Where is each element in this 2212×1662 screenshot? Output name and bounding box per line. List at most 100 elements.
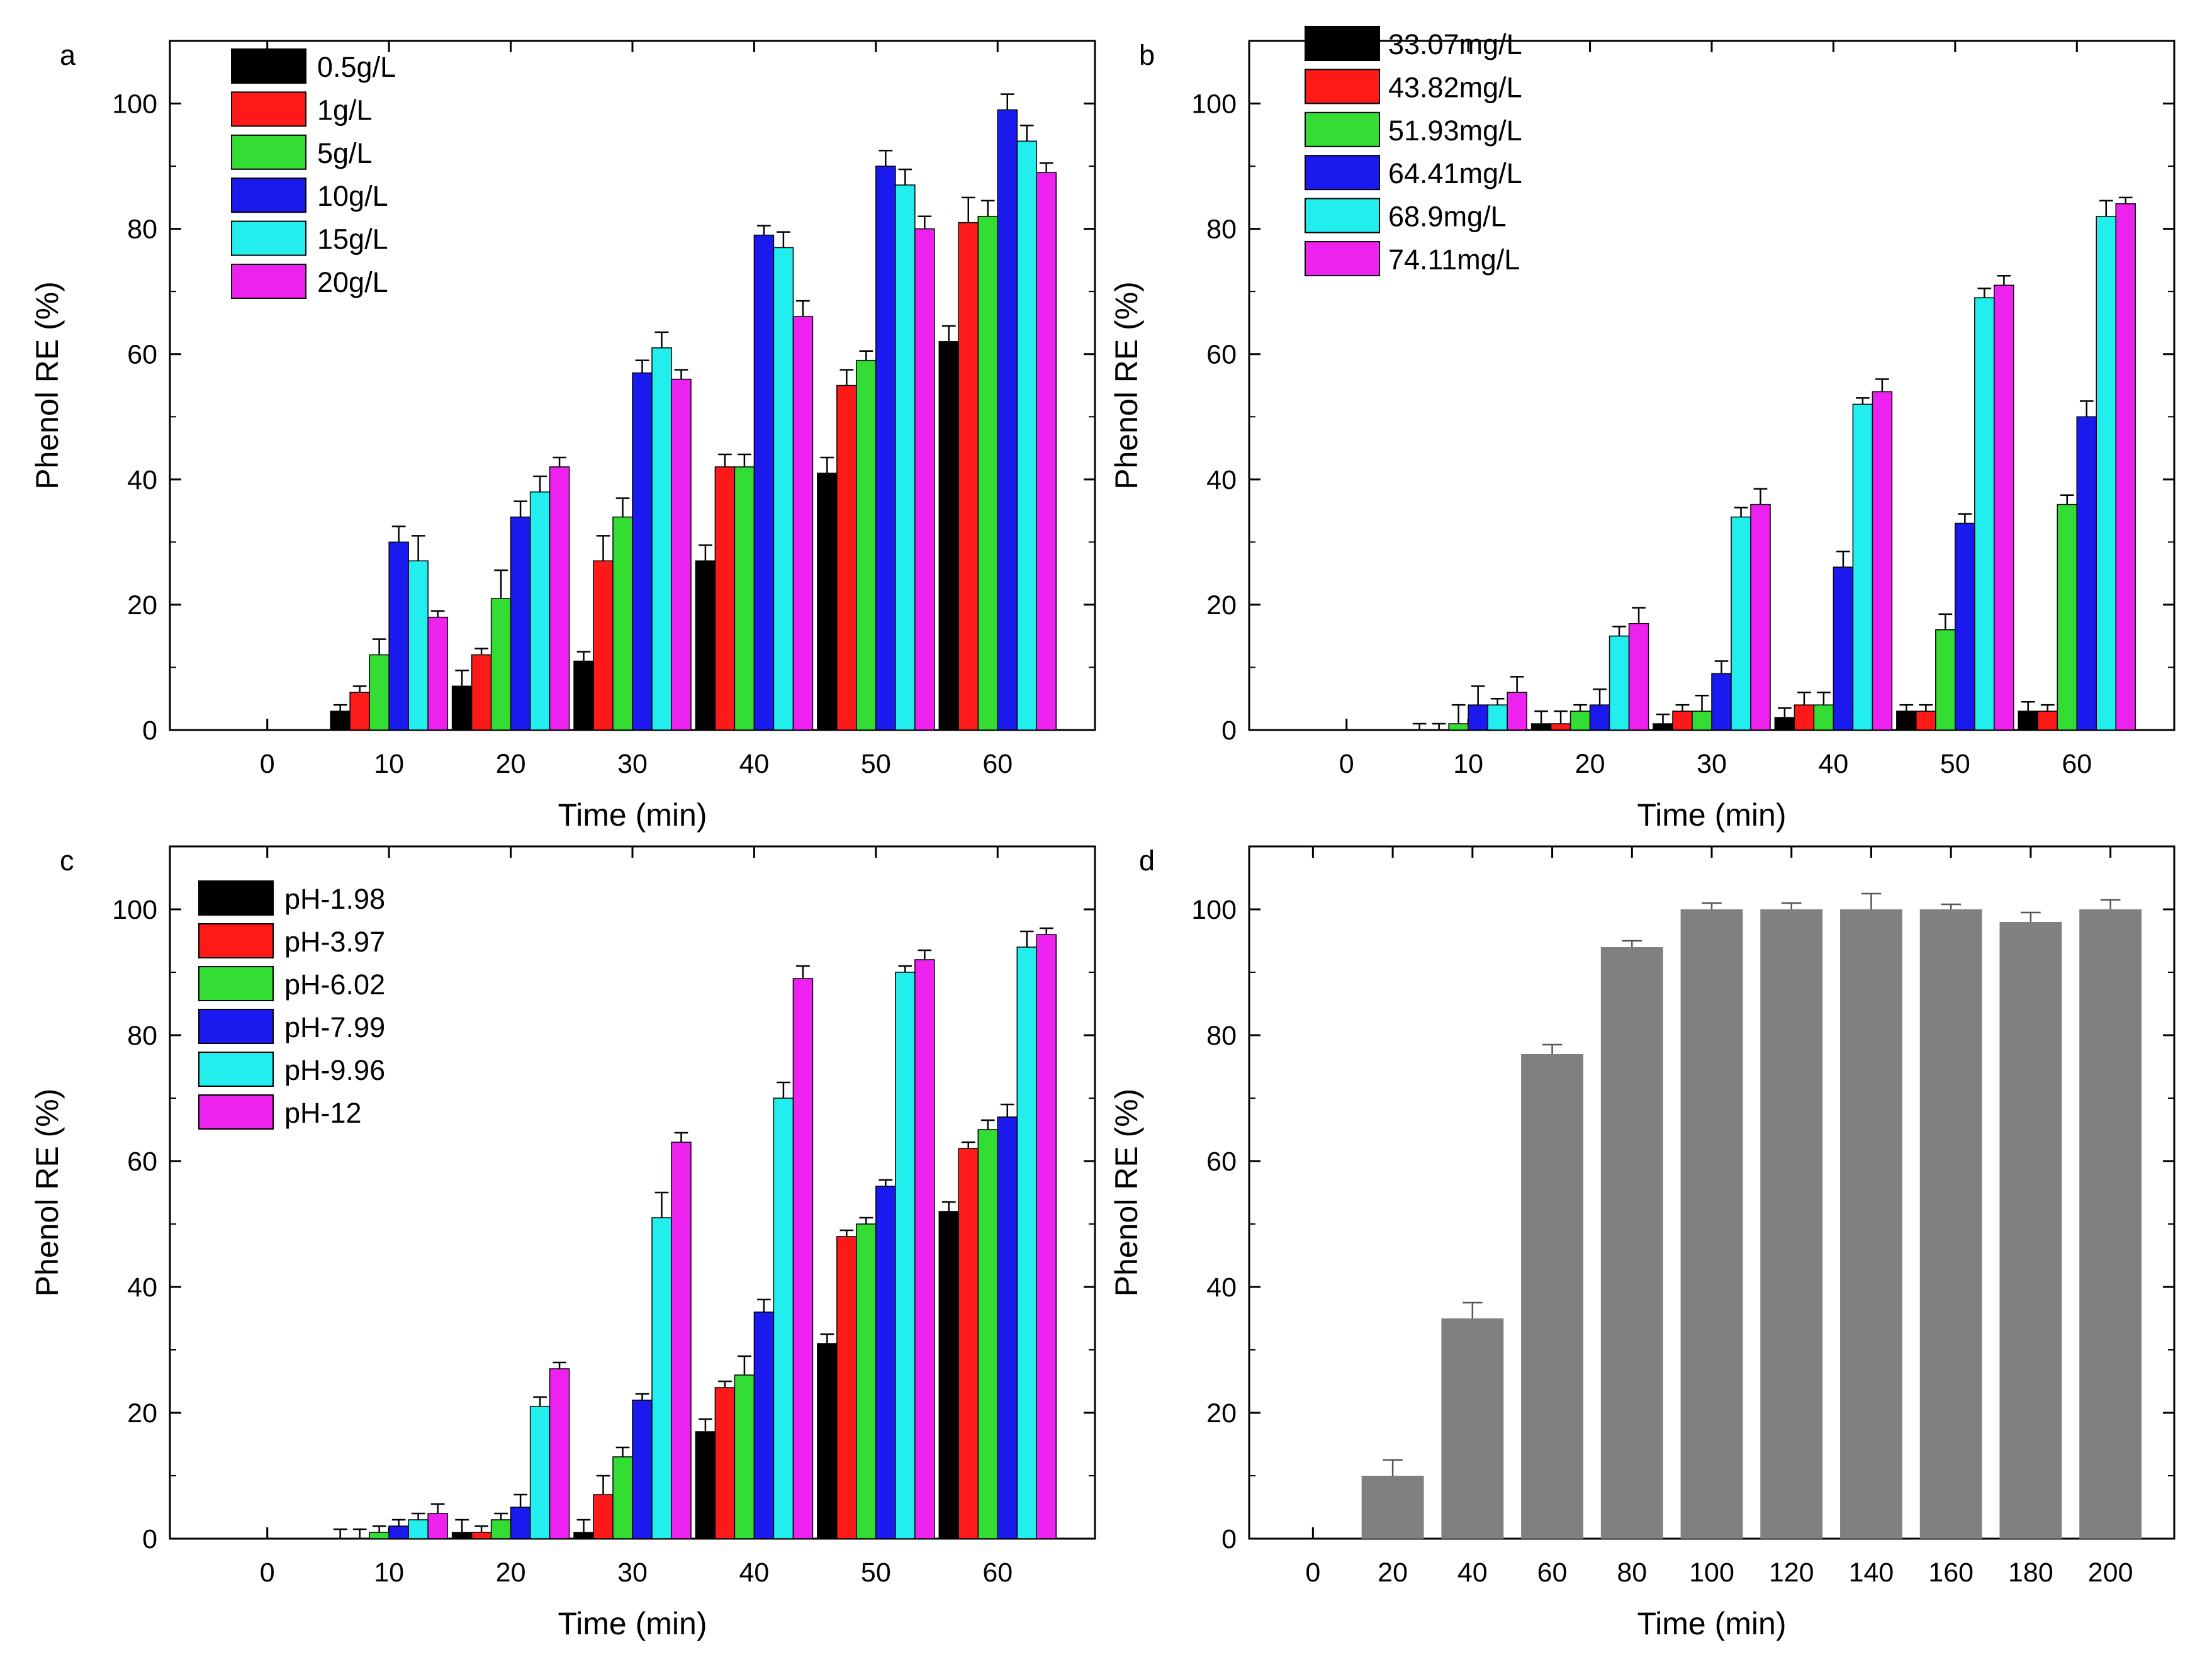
bar-RE-40 — [1441, 1318, 1504, 1539]
bar-pH-7.99-50 — [875, 1186, 896, 1539]
panel-letter: b — [1139, 39, 1155, 71]
bar-10g/L-50 — [875, 166, 896, 731]
bar-pH-12-50 — [914, 959, 935, 1539]
legend-label: pH-3.97 — [284, 926, 385, 958]
bar-pH-7.99-10 — [388, 1525, 409, 1539]
x-tick-label: 60 — [982, 1558, 1013, 1588]
y-tick-label: 40 — [127, 1272, 157, 1303]
x-tick-label: 20 — [496, 1558, 526, 1588]
bar-68.9mg/L-20 — [1608, 635, 1630, 731]
panel-b: b 0 20 40 60 80 100 0 10 20 30 40 50 60 Time (min) Phen… — [1109, 26, 2176, 833]
y-tick-label: 100 — [112, 895, 157, 925]
y-tick-label: 40 — [127, 465, 157, 495]
bar-pH-6.02-10 — [369, 1532, 390, 1539]
bar-64.41mg/L-10 — [1468, 704, 1488, 731]
x-tick-label: 60 — [2062, 749, 2092, 779]
y-tick-label: 0 — [142, 716, 157, 746]
bar-pH-9.96-50 — [895, 972, 916, 1539]
y-axis-title: Phenol RE (%) — [1109, 281, 1144, 490]
panel-letter: a — [60, 39, 76, 71]
y-tick-label: 60 — [1206, 1147, 1237, 1177]
x-axis-title: Time (min) — [558, 797, 707, 833]
legend-label: pH-7.99 — [284, 1011, 385, 1043]
bar-33.07mg/L-60 — [2018, 710, 2039, 731]
x-tick-label: 200 — [2088, 1558, 2133, 1588]
bar-pH-6.02-50 — [856, 1223, 877, 1539]
panel-letter: d — [1139, 845, 1155, 877]
legend-label: 64.41mg/L — [1388, 157, 1522, 189]
bar-5g/L-40 — [734, 466, 755, 731]
y-tick-label: 20 — [127, 590, 157, 620]
bar-5g/L-60 — [977, 215, 999, 731]
panel-a: a 0 20 40 60 80 100 0 10 20 30 40 50 60 Time (min) Phen… — [30, 39, 1096, 833]
y-tick-label: 0 — [142, 1524, 157, 1554]
bar-RE-100 — [1680, 909, 1743, 1539]
x-axis-title: Time (min) — [1637, 1606, 1786, 1641]
x-tick-label: 60 — [1537, 1558, 1568, 1588]
bar-64.41mg/L-40 — [1833, 566, 1854, 731]
x-tick-label: 0 — [1305, 1558, 1320, 1588]
bar-51.93mg/L-50 — [1935, 629, 1956, 731]
bar-1g/L-40 — [714, 466, 736, 731]
y-tick-label: 60 — [127, 340, 157, 370]
bar-74.11mg/L-50 — [1994, 284, 2014, 731]
bar-51.93mg/L-40 — [1813, 704, 1834, 731]
y-tick-label: 20 — [1206, 590, 1237, 620]
y-tick-label: 0 — [1221, 716, 1237, 746]
legend-swatch-51.93mg/L — [1305, 111, 1380, 147]
legend-label: 33.07mg/L — [1388, 28, 1522, 60]
legend-swatch-68.9mg/L — [1305, 198, 1380, 233]
bar-51.93mg/L-20 — [1569, 710, 1591, 731]
legend-label: 5g/L — [317, 137, 373, 169]
bar-5g/L-30 — [612, 516, 633, 731]
bar-68.9mg/L-60 — [2096, 215, 2117, 731]
bar-43.82mg/L-30 — [1672, 710, 1693, 731]
x-tick-label: 30 — [617, 1558, 648, 1588]
x-tick-label: 20 — [1378, 1558, 1408, 1588]
bar-15g/L-20 — [529, 491, 551, 731]
bar-64.41mg/L-50 — [1955, 522, 1975, 731]
bar-10g/L-30 — [632, 372, 653, 731]
x-tick-label: 0 — [1339, 749, 1354, 779]
x-tick-label: 40 — [739, 749, 769, 779]
legend-label: pH-1.98 — [284, 883, 385, 915]
bar-RE-120 — [1760, 909, 1823, 1539]
legend-swatch-1g/L — [231, 91, 306, 127]
bar-RE-80 — [1600, 947, 1663, 1539]
bar-33.07mg/L-30 — [1653, 723, 1673, 731]
legend-swatch-74.11mg/L — [1305, 241, 1380, 276]
x-tick-label: 50 — [861, 749, 891, 779]
legend-swatch-0.5g/L — [231, 48, 306, 84]
bar-43.82mg/L-40 — [1794, 704, 1815, 731]
y-tick-label: 20 — [127, 1398, 157, 1429]
bar-74.11mg/L-40 — [1872, 391, 1893, 731]
legend-label: pH-6.02 — [284, 969, 385, 1001]
legend: 0.5g/L 1g/L 5g/L 10g/L 15g/L 20g/L — [231, 48, 396, 299]
bar-pH-7.99-40 — [753, 1311, 775, 1539]
bar-15g/L-50 — [895, 184, 916, 731]
bar-33.07mg/L-40 — [1774, 717, 1795, 731]
bar-5g/L-20 — [490, 598, 512, 731]
bar-20g/L-30 — [671, 378, 692, 731]
bar-64.41mg/L-20 — [1589, 704, 1610, 731]
y-tick-label: 100 — [112, 89, 157, 120]
bar-1g/L-60 — [958, 222, 979, 731]
bar-pH-3.97-50 — [836, 1236, 857, 1539]
bar-RE-160 — [1919, 909, 1982, 1539]
bar-0.5g/L-10 — [330, 710, 351, 731]
bar-pH-7.99-20 — [510, 1507, 531, 1539]
y-tick-label: 20 — [1206, 1398, 1237, 1429]
legend-swatch-64.41mg/L — [1305, 155, 1380, 191]
x-tick-label: 40 — [739, 1558, 769, 1588]
bar-74.11mg/L-30 — [1750, 503, 1771, 731]
bar-pH-1.98-30 — [573, 1532, 594, 1539]
bar-pH-7.99-30 — [632, 1400, 653, 1539]
bar-20g/L-20 — [549, 466, 570, 731]
bar-64.41mg/L-30 — [1711, 673, 1732, 731]
bar-RE-140 — [1840, 909, 1902, 1539]
bar-pH-9.96-10 — [408, 1519, 429, 1539]
bar-74.11mg/L-10 — [1507, 692, 1527, 731]
bar-5g/L-10 — [369, 654, 390, 731]
y-tick-label: 40 — [1206, 465, 1237, 495]
bar-RE-180 — [1999, 922, 2062, 1539]
